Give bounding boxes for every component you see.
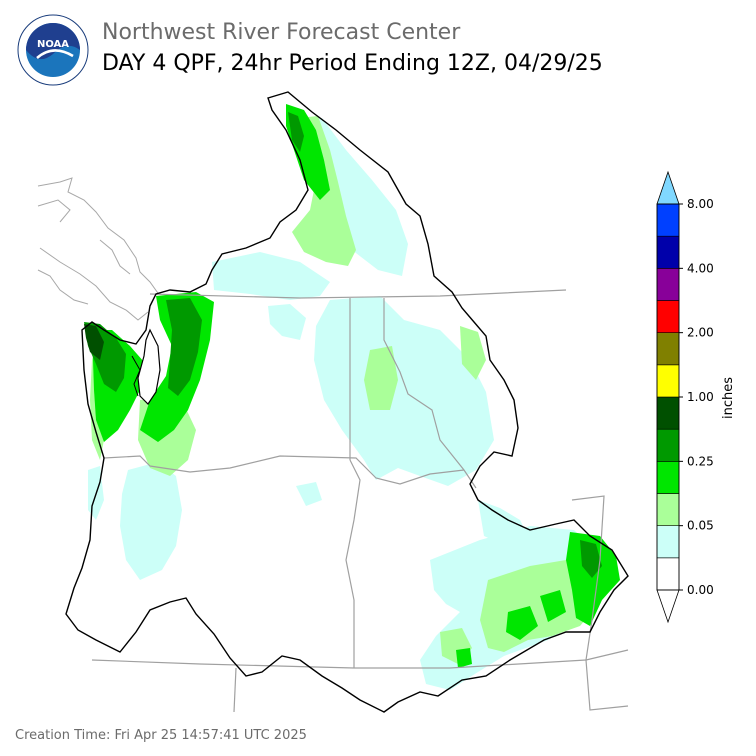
colorbar-tick-label: 8.00 — [687, 197, 714, 211]
colorbar-tick-label: 1.00 — [687, 390, 714, 404]
creation-time: Creation Time: Fri Apr 25 14:57:41 UTC 2… — [15, 728, 307, 743]
colorbar-tick-label: 4.00 — [687, 261, 714, 275]
colorbar-tick-label: 0.25 — [687, 454, 714, 468]
colorbar-max-arrow — [656, 170, 680, 205]
colorbar-bin — [656, 396, 680, 430]
colorbar-bin — [656, 493, 680, 526]
colorbar-ticks: 0.00 0.05 0.25 1.00 2.00 4.00 8.00 — [679, 197, 714, 597]
units-label: inches — [721, 377, 736, 419]
precip-very-heavy — [84, 324, 104, 360]
noaa-logo-text: NOAA — [37, 39, 69, 50]
colorbar-bin — [656, 332, 680, 366]
colorbar-bin — [656, 268, 680, 301]
basin-outline — [65, 91, 629, 713]
state-boundaries — [91, 289, 629, 713]
colorbar-bin — [656, 300, 680, 333]
colorbar-bin — [656, 364, 680, 398]
colorbar-tick-label: 0.05 — [687, 519, 714, 533]
colorbar-bins — [656, 170, 680, 624]
colorbar-bin — [656, 235, 680, 269]
colorbar-bin — [656, 525, 680, 559]
puget-sound-outline — [137, 328, 161, 405]
colorbar-bin — [656, 557, 680, 591]
noaa-logo-icon: NOAA — [17, 14, 89, 86]
colorbar-bin — [656, 428, 680, 462]
colorbar-bin — [656, 203, 680, 237]
colorbar-tick-label: 2.00 — [687, 326, 714, 340]
colorbar-tick-label: 0.00 — [687, 583, 714, 597]
colorbar-bin — [656, 461, 680, 494]
coastline-outline — [37, 177, 161, 321]
product-title: DAY 4 QPF, 24hr Period Ending 12Z, 04/29… — [102, 51, 603, 76]
org-title: Northwest River Forecast Center — [102, 20, 461, 45]
colorbar-min-arrow — [656, 589, 680, 624]
